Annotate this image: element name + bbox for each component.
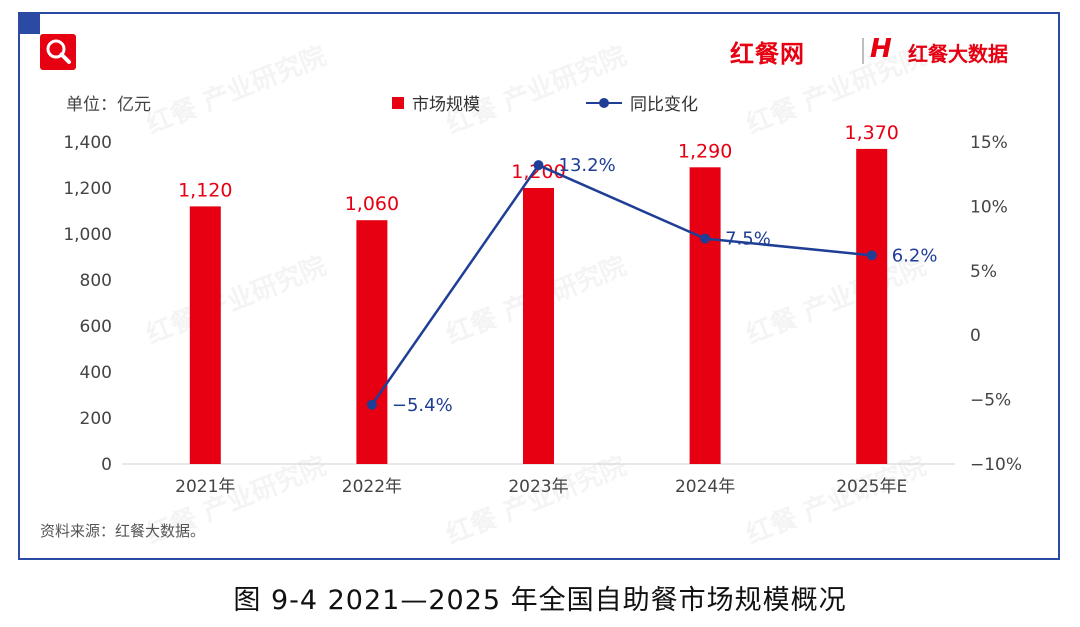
brand-logo-text: 红餐网: [730, 40, 805, 68]
line-point: [866, 250, 877, 261]
x-tick-label: 2021年: [175, 477, 235, 497]
bar-data-label: 1,200: [511, 161, 565, 183]
source-note: 资料来源：红餐大数据。: [40, 522, 206, 540]
legend-line-swatch: [586, 96, 622, 110]
figure-caption: 图 9-4 2021—2025 年全国自助餐市场规模概况: [233, 585, 847, 616]
x-tick-label: 2024年: [675, 477, 735, 497]
y-left-tick-label: 0: [101, 455, 112, 475]
bar: [189, 206, 221, 464]
x-tick-label: 2023年: [508, 477, 568, 497]
brand-sub-logo-text: 红餐大数据: [908, 42, 1008, 66]
legend-item-bar: 市场规模: [392, 90, 480, 115]
y-right-tick-label: −5%: [970, 391, 1011, 411]
line-point: [533, 160, 544, 171]
bar: [356, 220, 388, 464]
bar: [689, 167, 721, 465]
bar-data-label: 1,120: [178, 179, 232, 201]
bar: [856, 148, 888, 464]
y-left-tick-label: 600: [80, 317, 112, 337]
y-right-tick-label: 5%: [970, 262, 997, 282]
y-left-tick-label: 800: [80, 271, 112, 291]
y-right-tick-label: −10%: [970, 455, 1022, 475]
y-left-tick-label: 1,200: [63, 179, 112, 199]
y-left-tick-label: 1,000: [63, 225, 112, 245]
legend-bar-label: 市场规模: [412, 95, 480, 115]
y-right-tick-label: 0: [970, 326, 981, 346]
y-right-tick-label: 10%: [970, 197, 1008, 217]
bar-data-label: 1,290: [678, 140, 732, 162]
brand-divider: [862, 38, 864, 64]
search-icon: [40, 34, 76, 70]
line-point: [700, 233, 711, 244]
line-series: [370, 163, 872, 406]
legend-line-label: 同比变化: [630, 95, 698, 115]
y-left-tick-label: 1,400: [63, 133, 112, 153]
line-data-label: 7.5%: [725, 229, 771, 250]
legend-bar-swatch: [392, 96, 404, 109]
x-tick-label: 2022年: [342, 477, 402, 497]
bar-data-label: 1,370: [844, 122, 898, 144]
line-data-label: −5.4%: [392, 395, 453, 416]
brand-mark: H: [870, 34, 892, 64]
frame-corner-accent: [18, 12, 40, 34]
y-left-tick-label: 400: [80, 363, 112, 383]
bar: [523, 188, 554, 464]
line-data-label: 13.2%: [559, 155, 616, 176]
x-tick-label: 2025年E: [836, 477, 907, 497]
line-point: [366, 399, 377, 410]
line-data-label: 6.2%: [892, 245, 938, 266]
unit-label: 单位：亿元: [66, 95, 151, 115]
bar-data-label: 1,060: [345, 193, 399, 215]
y-left-tick-label: 200: [80, 409, 112, 429]
legend-item-line: 同比变化: [586, 90, 698, 115]
y-right-tick-label: 15%: [970, 133, 1008, 153]
